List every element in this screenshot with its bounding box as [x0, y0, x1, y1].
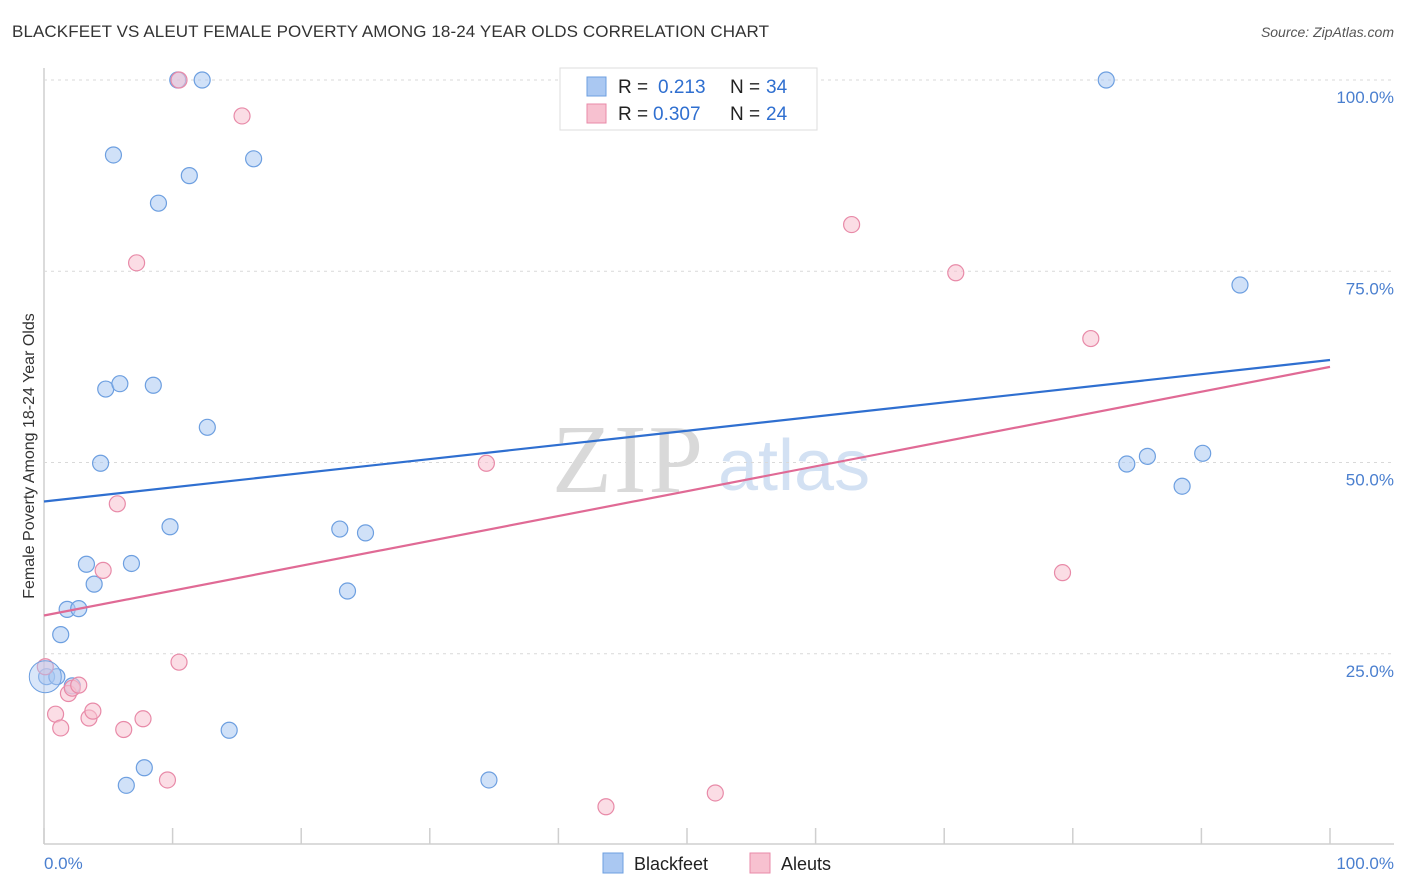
blackfeet-point — [180, 167, 198, 185]
legend-r-label-aleuts: R = — [618, 104, 648, 125]
blackfeet-point — [149, 194, 168, 212]
bottom-legend-swatch-aleuts — [749, 852, 771, 874]
chart-title: BLACKFEET VS ALEUT FEMALE POVERTY AMONG … — [12, 22, 770, 41]
aleuts-point — [597, 798, 615, 816]
bottom-legend-label-aleuts: Aleuts — [781, 854, 831, 874]
watermark-atlas: atlas — [718, 426, 870, 506]
legend-r-label-blackfeet: R = — [618, 77, 648, 98]
aleuts-point — [706, 784, 724, 802]
trend-lines — [43, 358, 1331, 617]
aleuts-trend-line — [43, 365, 1331, 617]
blackfeet-point — [111, 375, 129, 393]
blackfeet-point — [135, 759, 153, 777]
blackfeet-point — [193, 71, 211, 89]
aleuts-point — [1053, 564, 1072, 582]
aleuts-point — [127, 254, 146, 272]
legend-n-value-aleuts: 24 — [766, 104, 788, 125]
aleuts-point — [36, 658, 54, 676]
blackfeet-point — [356, 524, 375, 542]
legend-n-label-blackfeet: N = — [730, 77, 760, 98]
blackfeet-point — [104, 146, 123, 164]
bottom-legend-label-blackfeet: Blackfeet — [634, 854, 708, 874]
aleuts-point — [94, 561, 112, 579]
x-ticks — [43, 828, 1331, 844]
blackfeet-point — [1231, 276, 1249, 294]
x-tick-label-max: 100.0% — [1336, 854, 1394, 873]
gridlines — [44, 79, 1394, 655]
y-tick-label: 75.0% — [1346, 279, 1394, 298]
aleuts-point — [108, 495, 126, 513]
aleuts-point — [134, 710, 152, 728]
scatter-points — [28, 71, 1249, 816]
blackfeet-point — [117, 776, 135, 794]
series-legend: Blackfeet Aleuts — [602, 852, 831, 874]
axes — [43, 68, 1394, 845]
legend-r-value-aleuts: 0.307 — [653, 104, 701, 125]
blackfeet-point — [1194, 444, 1212, 462]
blackfeet-point — [1118, 455, 1136, 473]
source-credit: Source: ZipAtlas.com — [1260, 24, 1394, 40]
aleuts-point — [1082, 329, 1100, 348]
y-tick-labels: 100.0% 75.0% 50.0% 25.0% — [1336, 88, 1394, 681]
blackfeet-point — [331, 520, 349, 538]
legend-swatch-blackfeet — [586, 76, 607, 97]
blackfeet-point — [198, 418, 216, 436]
aleuts-point — [843, 215, 861, 234]
aleuts-point — [233, 107, 251, 125]
blackfeet-point — [480, 771, 498, 789]
blackfeet-point — [52, 626, 70, 644]
blackfeet-point — [91, 454, 110, 472]
aleuts-point — [84, 702, 102, 720]
stats-legend: R = 0.213 N = 34 R = 0.307 N = 24 — [559, 67, 818, 131]
y-tick-label: 100.0% — [1336, 88, 1394, 107]
legend-n-value-blackfeet: 34 — [766, 77, 788, 98]
blackfeet-point — [338, 582, 357, 600]
y-axis-label: Female Poverty Among 18-24 Year Olds — [21, 313, 38, 599]
legend-n-label-aleuts: N = — [730, 104, 760, 125]
blackfeet-point — [245, 150, 263, 168]
blackfeet-point — [1138, 447, 1156, 465]
aleuts-point — [70, 676, 88, 694]
blackfeet-point — [28, 660, 62, 694]
aleuts-point — [947, 264, 965, 282]
legend-swatch-aleuts — [586, 103, 607, 124]
y-tick-label: 25.0% — [1346, 662, 1394, 681]
aleuts-point — [477, 454, 495, 472]
blackfeet-point — [1173, 477, 1191, 495]
x-tick-label-min: 0.0% — [44, 854, 83, 873]
aleuts-point — [52, 719, 70, 737]
aleuts-point — [170, 71, 188, 89]
blackfeet-point — [77, 555, 96, 573]
y-tick-label: 50.0% — [1346, 471, 1394, 490]
blackfeet-point — [144, 376, 162, 394]
aleuts-point — [158, 771, 177, 789]
aleuts-point — [170, 653, 188, 671]
blackfeet-trend-line — [43, 358, 1331, 503]
blackfeet-point — [122, 554, 141, 573]
watermark-zip: ZIP — [552, 406, 705, 514]
bottom-legend-swatch-blackfeet — [602, 852, 624, 874]
blackfeet-point — [1097, 71, 1115, 89]
blackfeet-point — [220, 721, 238, 739]
aleuts-point — [115, 720, 133, 739]
blackfeet-point — [161, 518, 179, 536]
blackfeet-point — [85, 575, 103, 593]
legend-r-value-blackfeet: 0.213 — [658, 77, 706, 98]
